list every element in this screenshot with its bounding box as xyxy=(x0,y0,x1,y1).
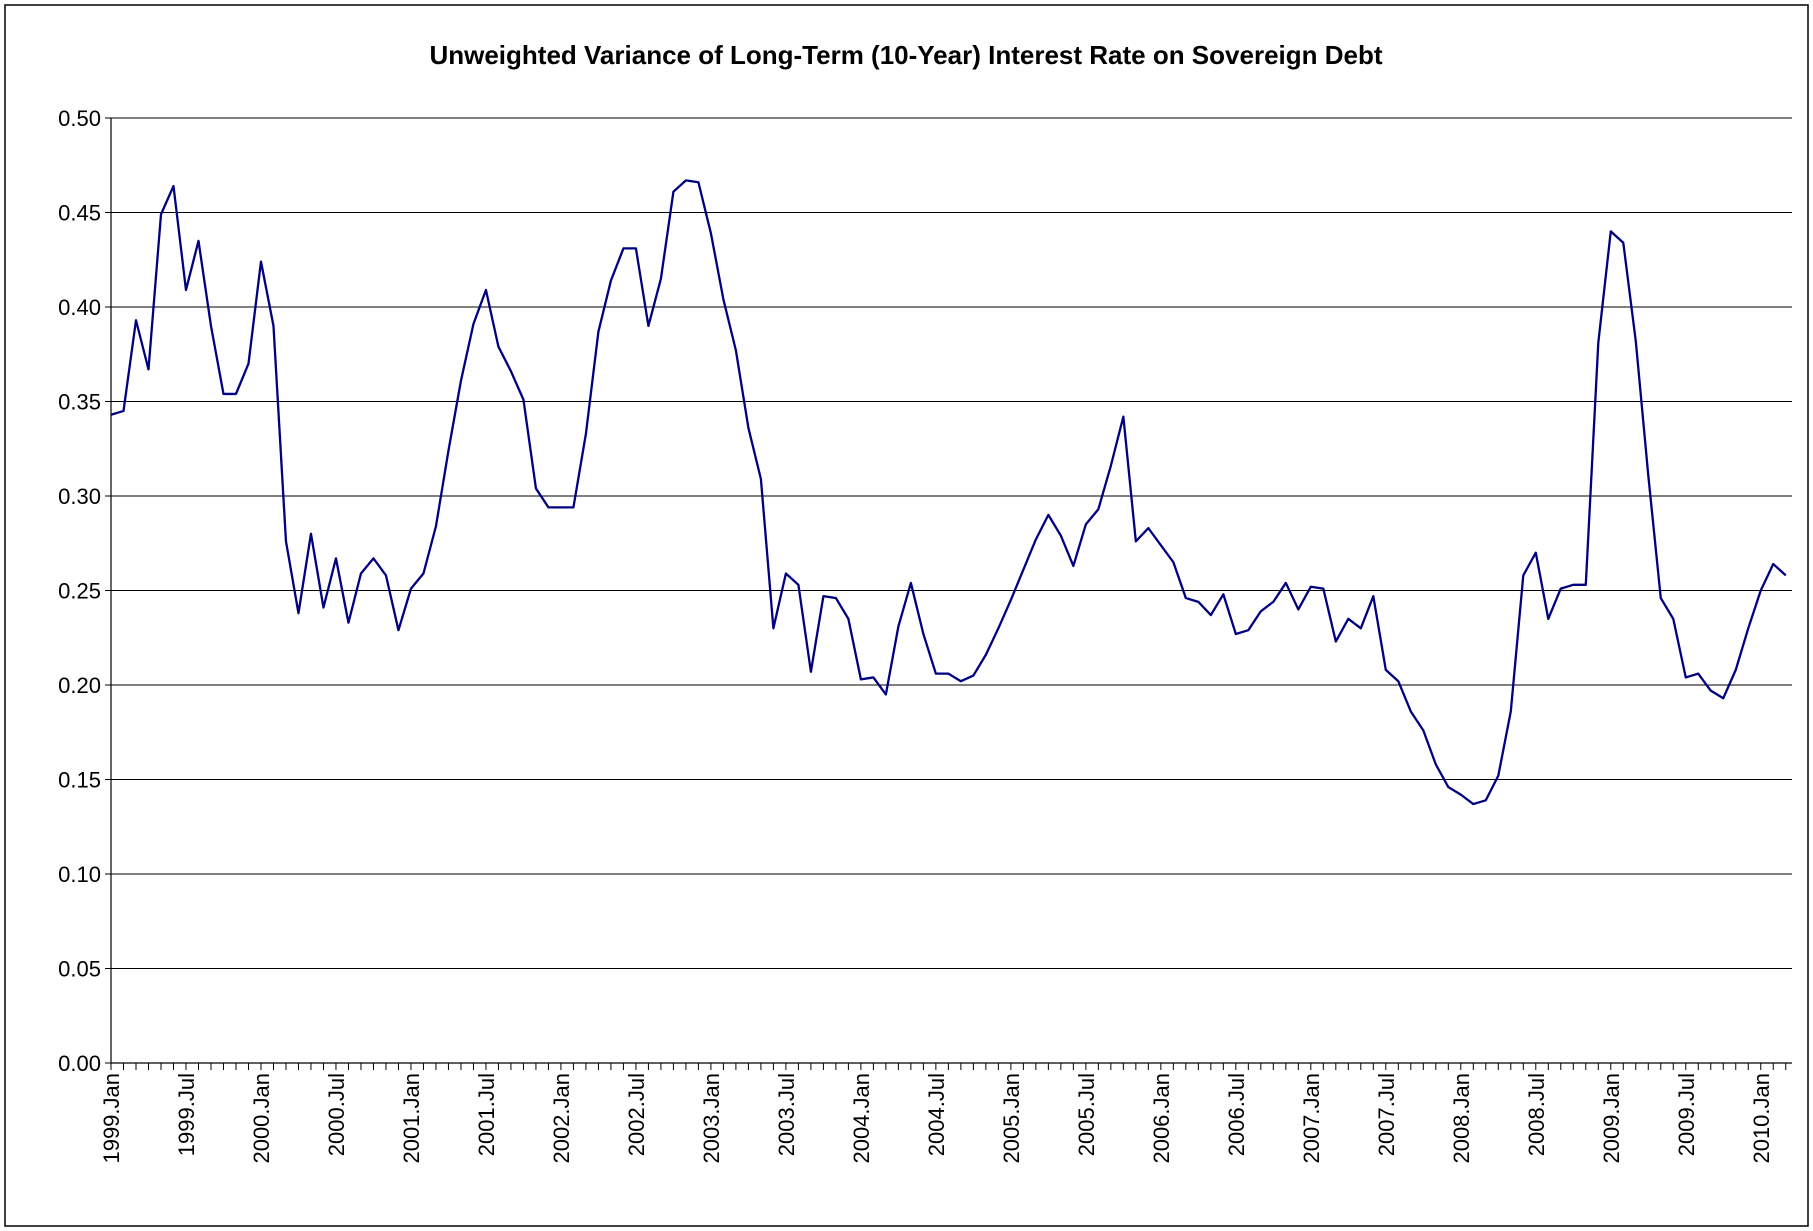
y-tick-label: 0.05 xyxy=(58,957,101,982)
y-tick-label: 0.20 xyxy=(58,673,101,698)
x-tick-label: 2008.Jan xyxy=(1449,1073,1474,1164)
x-tick-label: 2002.Jan xyxy=(549,1073,574,1164)
x-tick-label: 2005.Jan xyxy=(999,1073,1024,1164)
y-tick-label: 0.40 xyxy=(58,295,101,320)
x-tick-label: 2001.Jul xyxy=(474,1073,499,1156)
x-tick-label: 2007.Jul xyxy=(1374,1073,1399,1156)
x-tick-label: 2008.Jul xyxy=(1524,1073,1549,1156)
x-tick-label: 2007.Jan xyxy=(1299,1073,1324,1164)
y-tick-label: 0.00 xyxy=(58,1051,101,1076)
x-tick-label: 1999.Jan xyxy=(99,1073,124,1164)
chart-frame xyxy=(4,4,1809,1227)
x-tick-label: 2006.Jan xyxy=(1149,1073,1174,1164)
x-tick-label: 2000.Jan xyxy=(249,1073,274,1164)
x-tick-label: 2000.Jul xyxy=(324,1073,349,1156)
y-tick-label: 0.50 xyxy=(58,106,101,131)
x-tick-label: 2003.Jul xyxy=(774,1073,799,1156)
y-tick-label: 0.10 xyxy=(58,862,101,887)
x-tick-label: 2009.Jan xyxy=(1599,1073,1624,1164)
x-tick-label: 2001.Jan xyxy=(399,1073,424,1164)
x-tick-label: 2009.Jul xyxy=(1674,1073,1699,1156)
y-tick-label: 0.35 xyxy=(58,390,101,415)
x-tick-label: 2004.Jul xyxy=(924,1073,949,1156)
x-tick-label: 2002.Jul xyxy=(624,1073,649,1156)
x-tick-label: 2005.Jul xyxy=(1074,1073,1099,1156)
x-tick-label: 2006.Jul xyxy=(1224,1073,1249,1156)
x-tick-label: 1999.Jul xyxy=(174,1073,199,1156)
y-tick-label: 0.25 xyxy=(58,579,101,604)
y-tick-label: 0.45 xyxy=(58,201,101,226)
y-tick-label: 0.15 xyxy=(58,768,101,793)
x-tick-label: 2003.Jan xyxy=(699,1073,724,1164)
y-tick-label: 0.30 xyxy=(58,484,101,509)
data-line xyxy=(110,179,1787,806)
chart-title: Unweighted Variance of Long-Term (10-Yea… xyxy=(429,40,1382,70)
x-tick-label: 2004.Jan xyxy=(849,1073,874,1164)
x-tick-label: 2010.Jan xyxy=(1749,1073,1774,1164)
